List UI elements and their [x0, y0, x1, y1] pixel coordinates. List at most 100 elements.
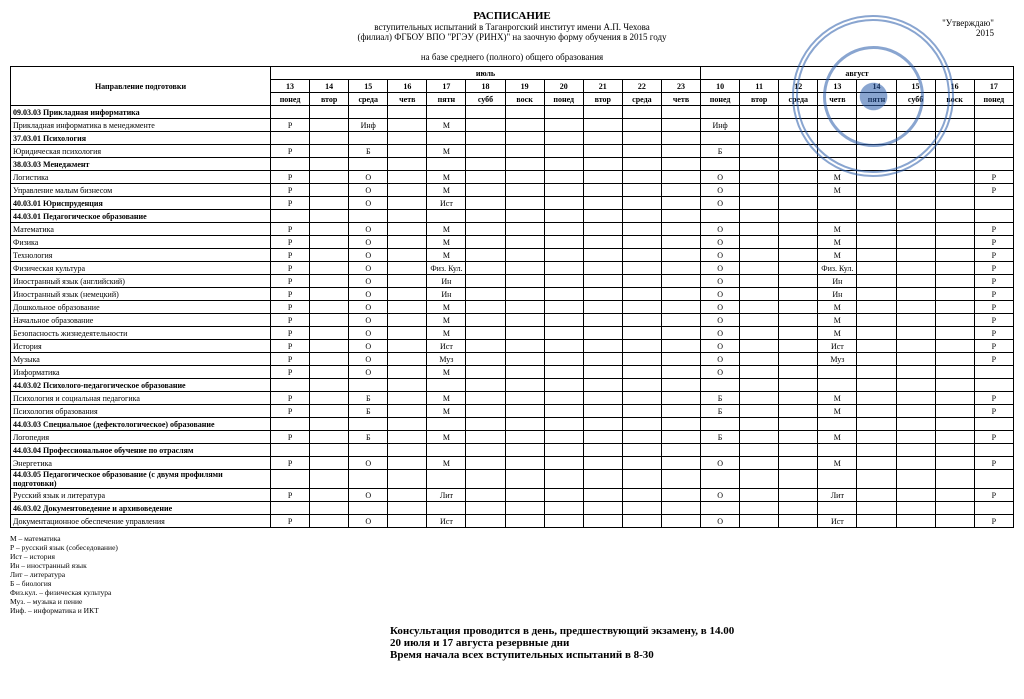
cell — [349, 210, 388, 223]
cell: Р — [974, 288, 1013, 301]
cell: О — [349, 489, 388, 502]
cell — [896, 470, 935, 489]
day-11: понед — [701, 93, 740, 106]
day-12: втор — [740, 93, 779, 106]
cell — [974, 119, 1013, 132]
table-body: 09.03.03 Прикладная информатикаПрикладна… — [11, 106, 1014, 528]
cell — [935, 197, 974, 210]
cell — [349, 379, 388, 392]
cell — [622, 489, 661, 502]
cell: Лит — [427, 489, 466, 502]
cell — [505, 249, 544, 262]
cell — [740, 262, 779, 275]
cell: Р — [974, 275, 1013, 288]
cell — [857, 106, 896, 119]
cell — [740, 288, 779, 301]
cell — [935, 184, 974, 197]
cell — [701, 158, 740, 171]
cell — [544, 340, 583, 353]
cell: М — [427, 301, 466, 314]
row-name: 46.03.02 Документоведение и архивоведени… — [11, 502, 271, 515]
cell — [896, 457, 935, 470]
cell — [310, 184, 349, 197]
cell: Физ. Кул. — [818, 262, 857, 275]
row-name: 44.03.01 Педагогическое образование — [11, 210, 271, 223]
cell: О — [701, 489, 740, 502]
cell: Р — [974, 392, 1013, 405]
cell — [310, 366, 349, 379]
cell — [740, 223, 779, 236]
cell — [935, 301, 974, 314]
day-7: понед — [544, 93, 583, 106]
cell — [974, 210, 1013, 223]
cell — [505, 314, 544, 327]
cell — [388, 470, 427, 489]
cell — [857, 210, 896, 223]
cell — [466, 262, 505, 275]
cell — [779, 379, 818, 392]
table-row: Безопасность жизнедеятельностиРОМОМР — [11, 327, 1014, 340]
cell: О — [349, 301, 388, 314]
cell — [661, 366, 700, 379]
cell: Р — [974, 236, 1013, 249]
cell — [779, 327, 818, 340]
cell — [388, 392, 427, 405]
cell — [661, 132, 700, 145]
date-9: 22 — [622, 80, 661, 93]
cell — [505, 392, 544, 405]
cell — [388, 457, 427, 470]
cell — [935, 502, 974, 515]
cell — [505, 431, 544, 444]
cell — [779, 145, 818, 158]
row-name: Информатика — [11, 366, 271, 379]
cell — [701, 418, 740, 431]
cell — [935, 119, 974, 132]
cell — [310, 314, 349, 327]
cell — [661, 262, 700, 275]
cell — [271, 158, 310, 171]
cell — [544, 392, 583, 405]
cell — [466, 197, 505, 210]
cell — [466, 119, 505, 132]
cell — [896, 288, 935, 301]
cell — [310, 379, 349, 392]
cell — [857, 489, 896, 502]
cell: О — [701, 249, 740, 262]
cell — [661, 275, 700, 288]
cell — [779, 184, 818, 197]
cell — [740, 489, 779, 502]
cell — [583, 301, 622, 314]
cell — [310, 262, 349, 275]
cell: М — [427, 236, 466, 249]
cell — [818, 119, 857, 132]
day-17: воск — [935, 93, 974, 106]
cell — [544, 301, 583, 314]
cell — [740, 457, 779, 470]
cell — [896, 262, 935, 275]
cell — [779, 301, 818, 314]
row-name: 37.03.01 Психология — [11, 132, 271, 145]
day-6: воск — [505, 93, 544, 106]
day-8: втор — [583, 93, 622, 106]
cell: Муз — [818, 353, 857, 366]
cell — [310, 249, 349, 262]
cell — [857, 327, 896, 340]
date-4: 17 — [427, 80, 466, 93]
cell: Р — [271, 489, 310, 502]
cell: Р — [271, 392, 310, 405]
cell — [427, 132, 466, 145]
cell: Р — [271, 340, 310, 353]
cell: Инф — [349, 119, 388, 132]
table-row: Начальное образованиеРОМОМР — [11, 314, 1014, 327]
cell — [310, 405, 349, 418]
cell: М — [818, 236, 857, 249]
cell: О — [701, 515, 740, 528]
cell — [466, 515, 505, 528]
date-8: 21 — [583, 80, 622, 93]
cell — [622, 340, 661, 353]
cell — [544, 184, 583, 197]
cell — [505, 379, 544, 392]
row-name: Иностранный язык (немецкий) — [11, 288, 271, 301]
cell: М — [427, 119, 466, 132]
cell: М — [427, 223, 466, 236]
